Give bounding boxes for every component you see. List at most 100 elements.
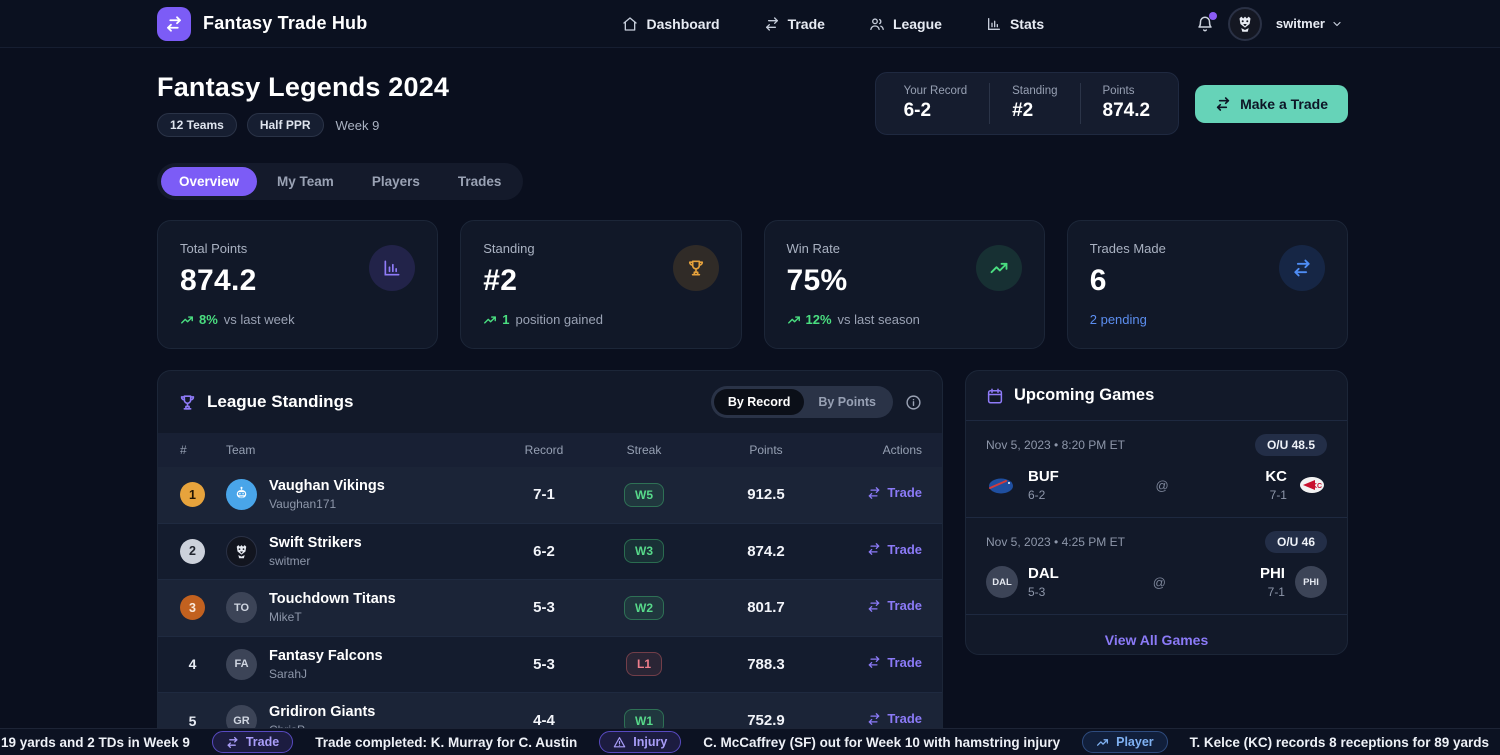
table-row[interactable]: 1 Vaughan Vikings Vaughan171 7-1 W5 912.… — [158, 467, 942, 524]
tab-players[interactable]: Players — [371, 174, 420, 189]
nav-right: switmer — [1196, 6, 1343, 41]
home-team-abbr: PHI — [1259, 565, 1285, 582]
trade-action-link[interactable]: Trade — [867, 655, 922, 670]
points-stat: Points 874.2 — [1079, 83, 1173, 124]
ticker-item-text: 19 yards and 2 TDs in Week 9 — [1, 734, 190, 750]
record-summary-card: Your Record 6-2 Standing #2 Points 874.2 — [874, 72, 1180, 135]
ticker-injury-badge: Injury — [599, 731, 682, 753]
record-cell: 5-3 — [533, 655, 555, 673]
notifications-bell-icon[interactable] — [1196, 11, 1217, 33]
teams-badge: 12 Teams — [157, 113, 237, 137]
stat-value: 874.2 — [1102, 100, 1151, 121]
away-team-record: 6-2 — [1028, 488, 1046, 502]
record-cell: 7-1 — [533, 486, 555, 504]
away-team-abbr: BUF — [1028, 468, 1059, 485]
nav-item-dashboard[interactable]: Dashboard — [622, 15, 720, 32]
nav-item-label: Trade — [787, 15, 825, 32]
tab-overview[interactable]: Overview — [161, 167, 258, 196]
make-trade-label: Make a Trade — [1240, 95, 1328, 112]
col-team: Team — [226, 443, 256, 457]
game-row[interactable]: Nov 5, 2023 • 4:25 PM ET O/U 46 DAL DAL … — [966, 518, 1347, 615]
stat-card-trades-made: Trades Made 6 2 pending — [1066, 220, 1348, 349]
table-row[interactable]: 3 TO Touchdown Titans MikeT 5-3 W2 801.7… — [158, 580, 942, 637]
upcoming-games-title: Upcoming Games — [1014, 386, 1155, 404]
away-team-record: 5-3 — [1028, 585, 1046, 599]
toggle-by-record[interactable]: By Record — [713, 389, 805, 415]
nav-item-stats[interactable]: Stats — [986, 16, 1044, 32]
trade-label: Trade — [887, 598, 922, 613]
info-icon[interactable] — [905, 394, 922, 411]
chevron-down-icon — [1331, 18, 1343, 30]
badge-label: Injury — [633, 735, 668, 749]
make-trade-button[interactable]: Make a Trade — [1195, 84, 1348, 123]
trade-action-link[interactable]: Trade — [867, 542, 922, 557]
pending-trades-link[interactable]: 2 pending — [1089, 312, 1147, 327]
ticker-trade-badge: Trade — [211, 731, 294, 753]
ticker-item-text: T. Kelce (KC) records 8 receptions for 8… — [1189, 734, 1490, 750]
game-row[interactable]: Nov 5, 2023 • 8:20 PM ET O/U 48.5 BUF 6-… — [966, 421, 1347, 518]
stat-cards: Total Points 874.2 8% vs last week Stand… — [157, 220, 1348, 349]
team-name: Fantasy Falcons — [269, 647, 383, 664]
app-title: Fantasy Trade Hub — [203, 13, 368, 33]
trend-value: 12% — [805, 312, 832, 327]
tab-my-team[interactable]: My Team — [277, 174, 334, 189]
tab-trades[interactable]: Trades — [457, 174, 502, 189]
game-datetime: Nov 5, 2023 • 4:25 PM ET — [986, 535, 1125, 549]
brand[interactable]: Fantasy Trade Hub — [157, 6, 368, 41]
badge-label: Player — [1116, 735, 1154, 749]
toggle-by-points[interactable]: By Points — [818, 395, 876, 409]
col-rank: # — [180, 443, 187, 457]
swap-icon — [764, 16, 780, 32]
team-avatar-robot — [226, 479, 257, 511]
top-navbar: Fantasy Trade Hub Dashboard Trade League… — [0, 0, 1500, 48]
trade-action-link[interactable]: Trade — [867, 711, 922, 726]
view-all-games-link[interactable]: View All Games — [1104, 632, 1209, 648]
nav-item-trade[interactable]: Trade — [764, 16, 825, 32]
chiefs-logo: KC — [1297, 474, 1327, 496]
trend-suffix: vs last week — [223, 312, 295, 327]
trophy-icon — [178, 393, 197, 412]
team-name: Vaughan Vikings — [269, 478, 385, 495]
news-ticker: 19 yards and 2 TDs in Week 9 Trade Trade… — [0, 728, 1500, 755]
trade-action-link[interactable]: Trade — [867, 598, 922, 613]
col-points: Points — [749, 443, 783, 457]
standings-title: League Standings — [207, 392, 354, 411]
primary-nav: Dashboard Trade League Stats — [622, 16, 1044, 32]
record-cell: 6-2 — [533, 542, 555, 560]
table-row[interactable]: 2 Swift Strikers switmer 6-2 W3 874.2 Tr… — [158, 523, 942, 580]
user-menu[interactable]: switmer — [1276, 16, 1343, 31]
trade-label: Trade — [887, 711, 922, 726]
league-standings-card: League Standings By Record By Points # T… — [157, 370, 943, 747]
points-cell: 874.2 — [747, 542, 785, 560]
stat-value: 6-2 — [903, 100, 932, 121]
stat-card-total-points: Total Points 874.2 8% vs last week — [157, 220, 439, 349]
stat-card-label: Trades Made — [1089, 241, 1166, 256]
streak-badge: L1 — [625, 652, 662, 677]
table-row[interactable]: 4 FA Fantasy Falcons SarahJ 5-3 L1 788.3… — [158, 636, 942, 693]
username: switmer — [1275, 16, 1325, 31]
notification-dot — [1208, 11, 1217, 20]
trend-value: 8% — [199, 312, 218, 327]
team-name: Swift Strikers — [269, 534, 362, 551]
points-cell: 752.9 — [747, 712, 785, 730]
home-team-record: 7-1 — [1269, 488, 1287, 502]
trophy-icon — [672, 245, 719, 291]
stat-card-value: #2 — [483, 264, 518, 297]
team-owner: SarahJ — [269, 666, 308, 681]
away-team-abbr: DAL — [1028, 565, 1059, 582]
trend-value: 1 — [502, 312, 510, 327]
bills-logo — [986, 474, 1018, 496]
home-icon — [622, 16, 638, 32]
nav-item-league[interactable]: League — [869, 16, 942, 32]
trend-suffix: position gained — [515, 312, 603, 327]
nav-item-label: Dashboard — [646, 15, 720, 32]
stat-card-label: Standing — [483, 241, 535, 256]
over-under-badge: O/U 48.5 — [1254, 434, 1327, 456]
stat-label: Points — [1102, 85, 1135, 97]
upcoming-games-card: Upcoming Games Nov 5, 2023 • 8:20 PM ET … — [965, 370, 1348, 655]
streak-badge: W3 — [624, 539, 664, 564]
trade-action-link[interactable]: Trade — [867, 485, 922, 500]
user-avatar[interactable] — [1227, 6, 1262, 41]
over-under-badge: O/U 46 — [1264, 531, 1327, 553]
at-symbol: @ — [1155, 477, 1169, 493]
